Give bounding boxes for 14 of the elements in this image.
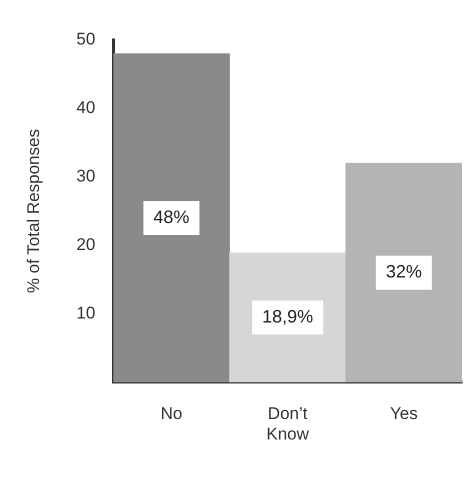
y-axis-title: % of Total Responses xyxy=(24,129,43,294)
y-tick-label: 40 xyxy=(76,98,96,118)
x-tick-label: Yes xyxy=(390,404,418,424)
x-tick-label: No xyxy=(160,404,182,424)
data-label: 48% xyxy=(153,206,190,227)
y-tick-label: 30 xyxy=(76,166,96,186)
y-tick-label: 10 xyxy=(76,303,96,322)
bar xyxy=(345,162,462,382)
y-tick-label: 50 xyxy=(76,30,96,49)
data-label: 18,9% xyxy=(262,306,314,326)
y-tick-label: 20 xyxy=(76,235,96,254)
data-label: 32% xyxy=(386,262,422,282)
x-tick-label: Don’t Know xyxy=(266,404,310,444)
bar xyxy=(113,53,230,382)
